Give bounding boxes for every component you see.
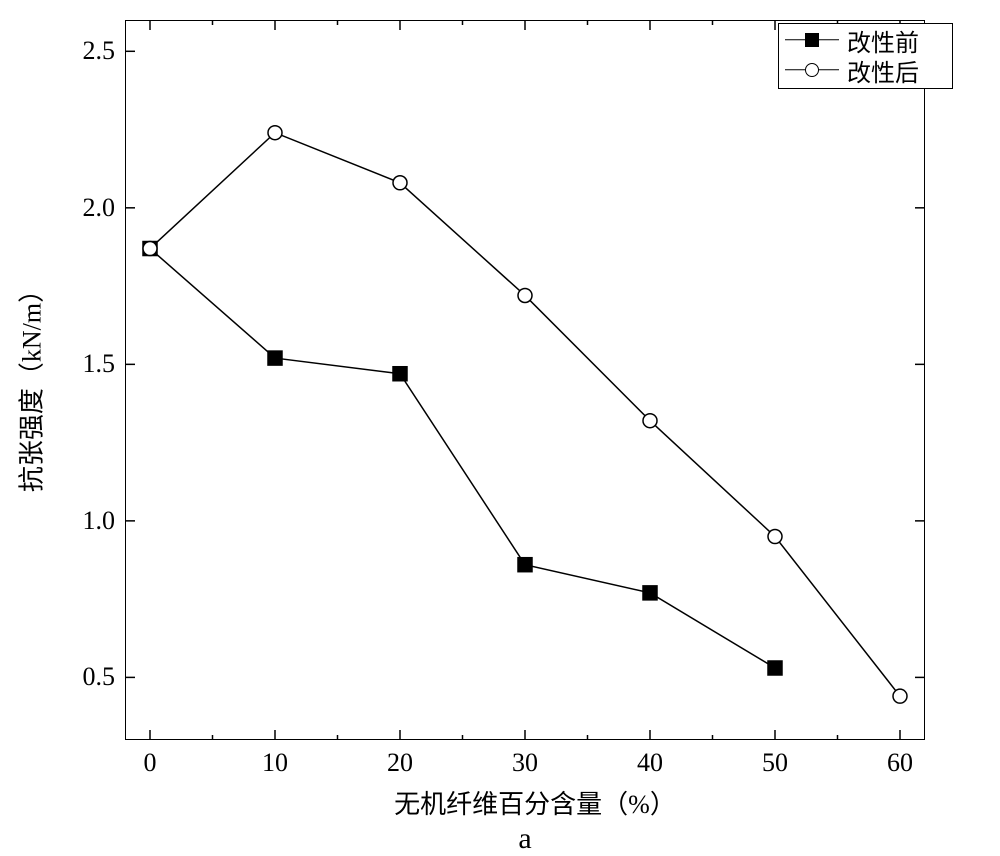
circle-open-icon <box>805 63 819 77</box>
legend-swatch <box>785 25 839 55</box>
series-marker-0 <box>643 586 657 600</box>
series-line-0 <box>150 249 775 668</box>
x-tick-label: 40 <box>620 748 680 778</box>
legend-item: 改性前 <box>785 25 946 55</box>
x-tick-label: 10 <box>245 748 305 778</box>
series-marker-0 <box>768 661 782 675</box>
y-axis-label: 抗张强度（kN/m） <box>12 235 49 535</box>
series-marker-1 <box>143 242 157 256</box>
legend-item: 改性后 <box>785 55 946 85</box>
x-tick-label: 0 <box>120 748 180 778</box>
chart-root: 抗张强度（kN/m） 无机纤维百分含量（%） 改性前改性后 a 01020304… <box>0 0 1000 833</box>
series-line-1 <box>150 133 900 696</box>
x-axis-label: 无机纤维百分含量（%） <box>365 784 705 821</box>
series-marker-1 <box>643 414 657 428</box>
series-marker-1 <box>893 689 907 703</box>
y-tick-label: 2.0 <box>83 193 116 223</box>
legend-swatch <box>785 55 839 85</box>
y-tick-label: 1.5 <box>83 349 116 379</box>
series-marker-0 <box>518 558 532 572</box>
square-filled-icon <box>805 33 819 47</box>
series-marker-1 <box>518 288 532 302</box>
series-marker-1 <box>268 126 282 140</box>
y-tick-label: 2.5 <box>83 36 116 66</box>
series-marker-0 <box>393 367 407 381</box>
series-marker-1 <box>393 176 407 190</box>
subfigure-label: a <box>505 822 545 856</box>
x-tick-label: 60 <box>870 748 930 778</box>
plot-svg <box>0 0 1000 833</box>
series-marker-1 <box>768 530 782 544</box>
series-marker-0 <box>268 351 282 365</box>
legend-box: 改性前改性后 <box>778 23 953 89</box>
x-tick-label: 50 <box>745 748 805 778</box>
x-tick-label: 20 <box>370 748 430 778</box>
legend-label: 改性后 <box>847 53 919 88</box>
y-tick-label: 0.5 <box>83 662 116 692</box>
y-tick-label: 1.0 <box>83 506 116 536</box>
x-tick-label: 30 <box>495 748 555 778</box>
